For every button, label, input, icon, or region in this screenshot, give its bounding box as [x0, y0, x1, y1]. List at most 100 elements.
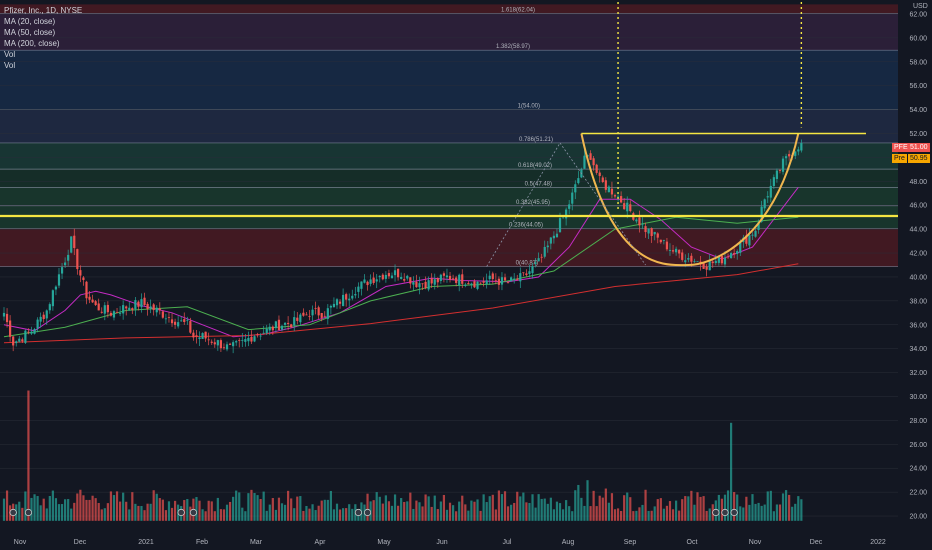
- volume-bar: [152, 490, 155, 521]
- legend-vol-1[interactable]: Vol: [4, 50, 16, 59]
- volume-bar: [592, 490, 595, 521]
- volume-bar: [222, 509, 226, 521]
- candle-body: [522, 272, 525, 274]
- candle-body: [659, 239, 662, 243]
- candle-body: [482, 281, 485, 283]
- candle-body: [345, 294, 348, 300]
- candle-body: [15, 341, 18, 344]
- candle-body: [57, 274, 61, 286]
- candle-body: [204, 331, 207, 339]
- price-tick: 34.00: [909, 346, 927, 353]
- volume-bar: [733, 492, 736, 521]
- candle-body: [134, 300, 137, 310]
- candle-body: [763, 199, 766, 209]
- candle-body: [448, 275, 452, 280]
- volume-bar: [287, 490, 290, 521]
- volume-bar: [366, 493, 369, 521]
- candle-body: [653, 231, 656, 235]
- candle-body: [88, 296, 91, 300]
- volume-bar: [616, 508, 620, 521]
- volume-bar: [800, 499, 803, 521]
- candle-body: [717, 255, 720, 263]
- volume-bar: [632, 511, 635, 521]
- candle-body: [552, 235, 555, 239]
- fib-label: 0.786(51.21): [519, 137, 553, 143]
- candle-body: [76, 249, 79, 270]
- candle-body: [287, 322, 290, 324]
- volume-bar: [580, 497, 583, 521]
- volume-bar: [436, 509, 439, 521]
- candle-body: [595, 164, 598, 173]
- price-tick: 26.00: [909, 442, 927, 449]
- volume-bar: [115, 491, 119, 521]
- candle-body: [369, 279, 372, 284]
- volume-bar: [317, 505, 320, 521]
- fib-zone: [0, 13, 898, 51]
- legend-vol-2[interactable]: Vol: [4, 61, 16, 70]
- candle-body: [67, 254, 70, 261]
- candle-body: [748, 235, 751, 246]
- volume-bar: [30, 497, 33, 521]
- candle-body: [97, 303, 100, 311]
- legend-ma20[interactable]: MA (20, close): [4, 17, 56, 26]
- candle-body: [173, 321, 177, 325]
- volume-bar: [644, 489, 647, 521]
- cup-pattern: [0, 2, 898, 267]
- candle-body: [228, 343, 232, 345]
- volume-bar: [537, 494, 540, 521]
- volume-bar: [671, 509, 675, 521]
- candle-body: [467, 283, 470, 285]
- candle-body: [27, 331, 30, 333]
- ma200-line: [3, 263, 799, 344]
- volume-bar: [216, 497, 219, 521]
- volume-bar: [207, 500, 210, 521]
- candle-body: [739, 241, 742, 253]
- candle-body: [296, 317, 299, 321]
- volume-bar: [439, 501, 442, 521]
- earnings-marker: [177, 508, 185, 517]
- candle-body: [470, 283, 473, 285]
- candle-body: [794, 151, 797, 156]
- volume-bar: [42, 498, 45, 521]
- legend-ma200[interactable]: MA (200, close): [4, 39, 60, 48]
- candle-body: [531, 266, 534, 274]
- volume-bar: [24, 491, 27, 521]
- candle-body: [476, 281, 479, 289]
- candle-body: [195, 335, 198, 337]
- price-tick: 52.00: [909, 131, 927, 138]
- earnings-marker: [363, 508, 372, 517]
- candle-body: [42, 314, 45, 320]
- candle-body: [506, 282, 510, 284]
- candle-body: [766, 196, 769, 198]
- volume-bar: [772, 511, 775, 521]
- candle-body: [277, 319, 281, 331]
- volume-bar: [48, 496, 51, 521]
- candle-body: [323, 315, 326, 317]
- volume-bar: [458, 501, 461, 521]
- volume-bar: [589, 506, 592, 521]
- candle-body: [122, 305, 125, 314]
- volume-bar: [201, 509, 204, 521]
- candle-body: [537, 258, 540, 262]
- volume-bar: [161, 499, 164, 521]
- fib-label: 1.382(58.97): [496, 44, 530, 50]
- volume-bar: [250, 489, 253, 521]
- earnings-marker: [189, 508, 197, 517]
- volume-bar: [125, 501, 128, 521]
- candle-body: [497, 278, 501, 285]
- volume-bar: [763, 504, 766, 521]
- candle-body: [607, 186, 610, 193]
- legend-ma50[interactable]: MA (50, close): [4, 28, 56, 37]
- candle-body: [675, 248, 678, 253]
- volume-bar: [293, 508, 296, 521]
- price-tick: 48.00: [909, 179, 927, 186]
- candle-body: [360, 281, 363, 289]
- time-tick: Feb: [196, 539, 208, 546]
- fib-label: 0.618(49.02): [518, 163, 552, 169]
- volume-bar: [635, 510, 638, 521]
- candle-body: [565, 209, 568, 219]
- volume-bar: [467, 510, 470, 521]
- candle-body: [592, 158, 595, 166]
- candle-body: [338, 301, 342, 304]
